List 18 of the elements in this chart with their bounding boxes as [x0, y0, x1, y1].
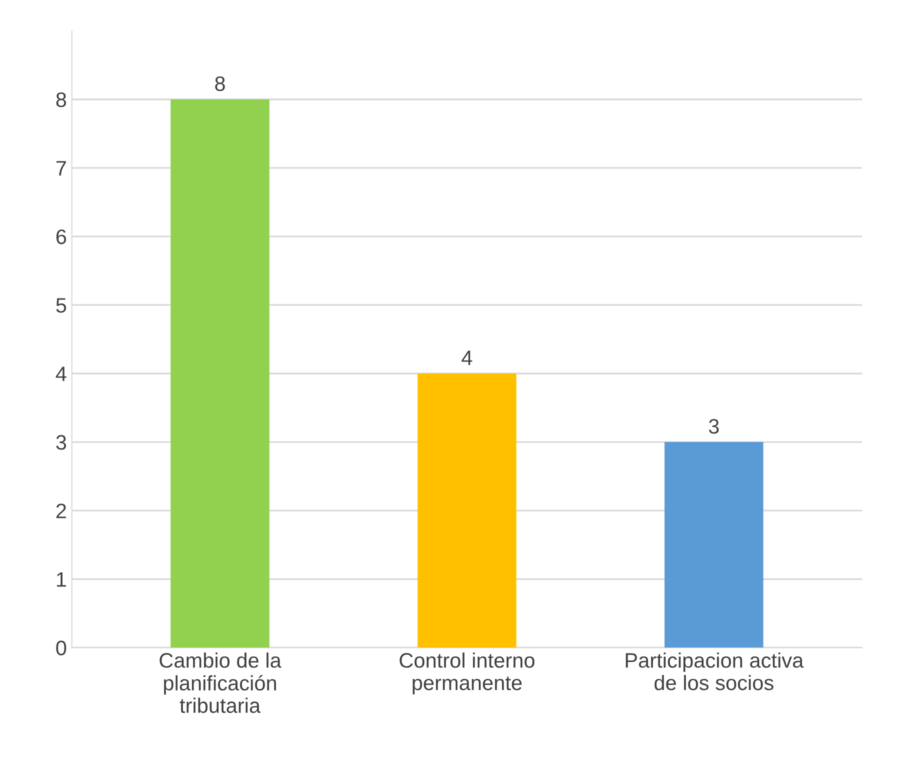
y-tick-label: 2 — [56, 504, 66, 518]
x-tick-label: Control interno permanente — [400, 652, 534, 694]
data-label: 3 — [708, 419, 719, 434]
y-tick-label: 5 — [56, 298, 66, 313]
data-label: 8 — [215, 76, 225, 92]
x-tick-label: Participacion activa de los socios — [626, 652, 804, 690]
y-tick-label: 6 — [56, 229, 66, 244]
y-tick-label: 0 — [56, 640, 66, 656]
y-tick-label: 4 — [56, 366, 66, 382]
y-tick-label: 3 — [56, 435, 66, 450]
bar — [664, 442, 764, 648]
y-tick-label: 7 — [56, 161, 66, 176]
bar — [170, 99, 270, 648]
data-label: 4 — [462, 350, 472, 366]
y-tick-label: 1 — [56, 572, 66, 587]
bar — [418, 374, 516, 648]
x-tick-label: Cambio de la planificación tributaria — [160, 652, 282, 713]
y-tick-label: 8 — [56, 92, 66, 108]
